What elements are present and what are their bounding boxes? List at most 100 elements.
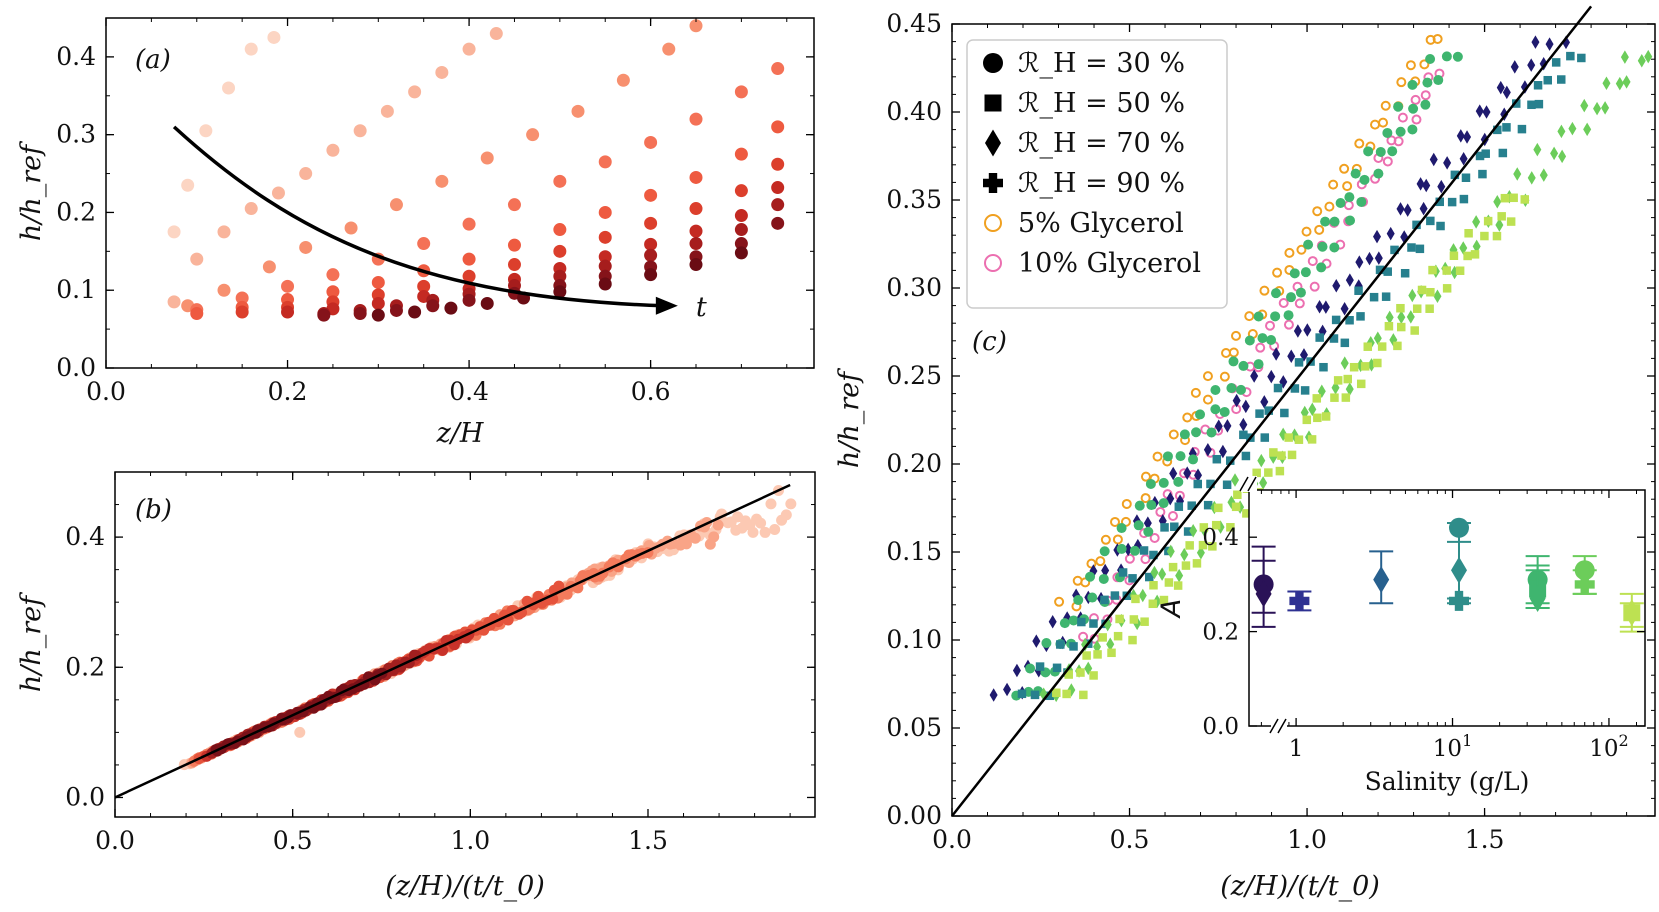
panel-c-point-teal-square: [1436, 221, 1445, 231]
panel-c-point-green-circle: [1441, 51, 1452, 62]
panel-c-point-lightgreen-diamond: [1615, 76, 1624, 91]
panel-c-point-navy-diamond: [1496, 80, 1505, 95]
panel-a-point-t9: [317, 308, 331, 322]
panel-a-point-t1: [244, 42, 258, 56]
panel-c-point-lightgreen-diamond: [1580, 98, 1589, 113]
inset-axis-break: [1239, 476, 1257, 492]
panel-a-time-arrow: [172, 125, 664, 308]
panel-a-point-t8: [689, 237, 703, 251]
panel-c-point-lightgreen-diamond: [1620, 50, 1629, 64]
panel-c-point-navy-diamond: [1203, 442, 1212, 457]
panel-c-ytick-label: 0.45: [886, 9, 942, 38]
panel-c-point-lightgreen-diamond: [1568, 121, 1577, 136]
panel-c-point-glycerol-5: [1405, 60, 1416, 71]
panel-c-point-navy-diamond: [1293, 324, 1302, 338]
panel-c-point-green-circle: [1133, 520, 1144, 531]
legend-label-5: 5% Glycerol: [1018, 208, 1184, 239]
panel-c-point-glycerol-5: [1312, 206, 1323, 217]
panel-c-point-glycerol-5: [1110, 516, 1121, 527]
panel-c-xtick-label: 1.0: [1287, 825, 1327, 854]
panel-a-axes: 0.0 0.2 0.4 0.6 0.0 0.1 0.2 0.3 0.4: [56, 17, 814, 406]
panel-c-point-teal-square: [1290, 384, 1300, 393]
panel-c-point-lightgreen-diamond: [1166, 544, 1175, 559]
panel-c-point-green-circle: [1283, 310, 1294, 321]
panel-c-point-navy-diamond: [1169, 466, 1178, 481]
panel-c-point-glycerol-5: [1121, 498, 1132, 509]
panel-a-ytick-label: 0.1: [56, 275, 96, 304]
panel-c-point-teal-square: [1478, 169, 1487, 179]
panel-a-point-t6: [771, 157, 785, 171]
panel-c-point-teal-square: [1139, 546, 1149, 555]
panel-a-point-t10: [480, 296, 494, 310]
panel-c-point-yellowgreen-square: [1442, 266, 1451, 275]
panel-c-point-yellowgreen-square: [1115, 614, 1124, 624]
panel-b-marks: [114, 483, 797, 799]
panel-c-point-navy-diamond: [1386, 226, 1395, 241]
panel-c-point-navy-diamond: [1475, 104, 1484, 118]
panel-c-point-green-circle: [1191, 427, 1202, 438]
panel-c-point-green-circle: [1320, 216, 1331, 227]
panel-c-point-teal-square: [1551, 58, 1561, 67]
panel-a-point-t9: [462, 293, 476, 307]
panel-c-point-glycerol-5: [1370, 119, 1381, 130]
panel-c-point-glycerol-5: [1380, 100, 1391, 111]
panel-c-point-glycerol-5: [1112, 534, 1123, 545]
panel-a-point-t4: [281, 279, 295, 293]
panel-b-point-t1: [769, 523, 781, 535]
legend-marker-1: [983, 53, 1003, 73]
panel-c-point-lightgreen-diamond: [1138, 588, 1147, 603]
panel-c-point-glycerol-5: [1272, 267, 1283, 278]
panel-a-point-t6: [598, 230, 612, 244]
panel-c-point-yellowgreen-square: [1396, 303, 1405, 313]
panel-b-xtick-label: 1.5: [628, 826, 668, 855]
panel-c-point-teal-square: [1045, 691, 1055, 701]
panel-c-point-yellowgreen-square: [1410, 326, 1419, 335]
panel-c-point-glycerol-5: [1140, 493, 1151, 504]
panel-b-xtick-label: 0.5: [273, 826, 313, 855]
panel-a-point-t7: [644, 237, 658, 251]
panel-c-point-navy-diamond: [1315, 300, 1324, 314]
panel-c-point-lightgreen-diamond: [1644, 49, 1653, 64]
panel-c-point-teal-square: [1212, 454, 1222, 464]
panel-c-point-glycerol-5: [1244, 311, 1255, 322]
panel-c-point-lightgreen-diamond: [1495, 218, 1504, 232]
panel-c-point-teal-square: [1331, 315, 1341, 325]
panel-a-point-t10: [444, 301, 458, 315]
panel-c-point-navy-diamond: [1048, 614, 1057, 629]
panel-c-point-yellowgreen-square: [1492, 231, 1502, 241]
panel-c-point-yellowgreen-square: [1412, 304, 1422, 313]
panel-a-point-t6: [734, 184, 748, 198]
panel-c-ytick-label: 0.30: [886, 273, 942, 302]
panel-b-point-t2: [712, 519, 724, 531]
panel-c-point-yellowgreen-square: [1520, 195, 1530, 204]
panel-c-point-teal-square: [1056, 640, 1065, 649]
panel-a-point-t2: [380, 104, 394, 118]
panel-c-point-navy-diamond: [1403, 203, 1412, 217]
legend-entries: ℛ_H = 30 % ℛ_H = 50 % ℛ_H = 70 % ℛ_H = 90 %…: [983, 48, 1201, 279]
panel-a-point-t3: [435, 174, 449, 188]
panel-b-xlabel: (z/H)/(t/t_0): [385, 871, 545, 902]
panel-c-point-green-circle: [1238, 360, 1249, 371]
panel-c-point-navy-diamond: [1429, 152, 1438, 167]
panel-a-point-t3: [389, 198, 403, 212]
panel-c-point-yellowgreen-square: [1313, 413, 1322, 423]
panel-a-point-t5: [190, 307, 204, 321]
panel-c-point-teal-square: [1461, 173, 1471, 182]
panel-a-point-t2: [326, 143, 340, 157]
panel-c-point-teal-square: [1356, 312, 1365, 321]
panel-a-point-t10: [598, 277, 612, 291]
inset-point-10: [1529, 585, 1546, 613]
panel-c-point-yellowgreen-square: [1360, 362, 1370, 371]
panel-c-tag: (c): [972, 327, 1007, 357]
panel-c-point-navy-diamond: [1365, 251, 1374, 266]
panel-c-point-glycerol-10: [1283, 319, 1294, 330]
panel-b-ytick-label: 0.4: [65, 522, 105, 551]
panel-c-point-navy-diamond: [1267, 369, 1276, 384]
panel-c-point-teal-square: [1383, 267, 1392, 276]
panel-c-point-green-circle: [1303, 239, 1314, 250]
panel-c-point-teal-square: [1369, 292, 1379, 302]
panel-c-point-navy-diamond: [1374, 251, 1383, 265]
panel-c-point-teal-square: [1170, 522, 1179, 531]
panel-c-point-green-circle: [1317, 241, 1328, 252]
panel-c-point-green-circle: [1087, 592, 1098, 603]
